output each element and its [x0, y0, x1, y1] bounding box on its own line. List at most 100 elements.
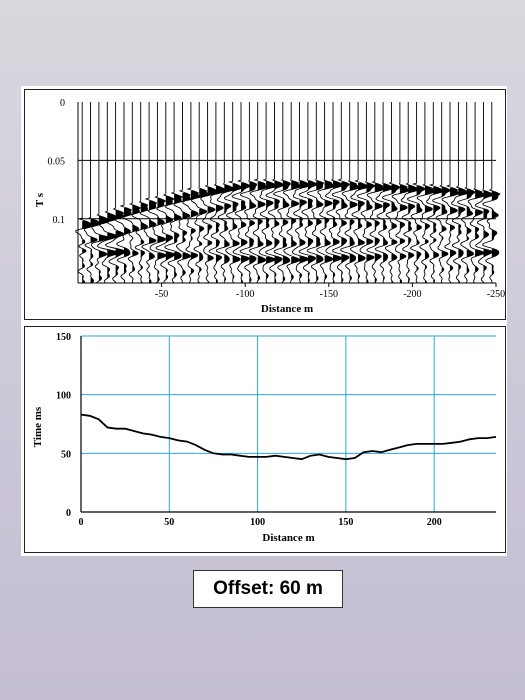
- trace-fill: [215, 186, 227, 283]
- trace-fill: [272, 181, 285, 283]
- x-tick-label: -50: [155, 289, 168, 300]
- trace-line: [283, 102, 301, 284]
- trace-fill: [321, 181, 335, 279]
- trace-line: [391, 102, 410, 284]
- trace-line: [258, 102, 278, 284]
- trace-fill: [306, 181, 319, 283]
- trace-line: [208, 102, 228, 284]
- trace-line: [173, 102, 192, 284]
- trace-line: [324, 102, 345, 284]
- trace-line: [291, 102, 312, 283]
- trace-fill: [391, 184, 400, 283]
- trace-line: [482, 102, 501, 284]
- trace-fill: [397, 185, 409, 283]
- y-tick-label: 0.05: [48, 156, 66, 167]
- traveltime-panel: 0 50 100 150 200 0 50 100 150 Distance m Time ms: [24, 326, 506, 553]
- trace-fill: [315, 181, 324, 281]
- trace-fill: [254, 182, 267, 281]
- y-tick-label: 150: [56, 332, 71, 343]
- trace-line: [406, 102, 427, 284]
- trace-fill: [239, 183, 251, 283]
- trace-line: [272, 102, 292, 284]
- trace-fill: [289, 181, 301, 280]
- trace-fill: [147, 201, 157, 283]
- trace-line: [164, 102, 184, 284]
- trace-line: [457, 102, 476, 284]
- trace-line: [265, 102, 286, 284]
- trace-fill: [356, 183, 370, 283]
- y-tick-label: 0.1: [53, 215, 66, 226]
- trace-fill: [106, 213, 119, 279]
- trace-fill: [206, 187, 218, 283]
- trace-fill: [171, 194, 183, 278]
- trace-line: [83, 102, 102, 284]
- trace-line: [75, 102, 93, 284]
- trace-fill: [423, 186, 434, 283]
- trace-line: [223, 102, 245, 284]
- trace-fill: [280, 181, 291, 282]
- trace-line: [432, 102, 451, 284]
- x-tick-label: 200: [427, 517, 442, 528]
- trace-line: [131, 102, 149, 284]
- trace-line: [316, 102, 336, 284]
- offset-label: Offset: 60 m: [193, 570, 343, 608]
- trace-fill: [447, 188, 459, 283]
- trace-line: [339, 102, 360, 283]
- trace-line: [123, 102, 142, 284]
- trace-fill: [155, 198, 167, 282]
- y-tick-label: 50: [61, 449, 71, 460]
- trace-line: [331, 102, 350, 284]
- y-tick-label: 0: [66, 508, 71, 519]
- x-tick-label: 150: [338, 517, 353, 528]
- trace-fill: [130, 205, 141, 280]
- trace-fill: [180, 193, 191, 276]
- trace-line: [374, 102, 395, 284]
- x-tick-label: -200: [403, 289, 421, 300]
- trace-line: [356, 102, 376, 284]
- seismogram-panel: 0 0.05 0.1 -50 -100 -150 -200 -250 Distance m T s: [24, 89, 506, 320]
- trace-line: [215, 102, 237, 284]
- x-tick-label: -100: [236, 289, 254, 300]
- trace-fill: [188, 191, 200, 274]
- trace-fill: [374, 183, 384, 282]
- trace-fill: [340, 182, 350, 282]
- trace-line: [114, 102, 133, 284]
- trace-line: [139, 102, 158, 284]
- trace-line: [474, 102, 496, 284]
- trace-line: [425, 102, 445, 284]
- x-tick-label: 50: [164, 517, 174, 528]
- trace-fill: [472, 190, 485, 272]
- y-tick-label: 100: [56, 391, 71, 402]
- x-tick-label: -150: [320, 289, 338, 300]
- trace-line: [400, 102, 421, 284]
- trace-line: [298, 102, 320, 284]
- trace-fill: [221, 185, 236, 281]
- trace-fill: [490, 191, 500, 275]
- trace-fill: [465, 189, 476, 273]
- trace-fill: [231, 184, 244, 283]
- x-tick-label: 100: [250, 517, 265, 528]
- trace-fill: [163, 196, 175, 280]
- trace-line: [90, 102, 110, 284]
- trace-line: [147, 102, 167, 284]
- trace-line: [416, 102, 435, 284]
- trace-fill: [382, 184, 395, 280]
- trace-line: [306, 102, 325, 284]
- trace-line: [349, 102, 371, 284]
- trace-line: [381, 102, 401, 284]
- trace-line: [248, 102, 268, 284]
- y-axis-label: Time ms: [32, 406, 44, 447]
- trace-fill: [137, 203, 148, 283]
- trace-fill: [457, 188, 470, 283]
- trace-line: [182, 102, 200, 283]
- trace-fill: [80, 221, 92, 283]
- x-axis-label: Distance m: [262, 532, 314, 544]
- trace-line: [239, 102, 258, 284]
- trace-fill: [440, 187, 450, 272]
- seismogram-chart: 0 0.05 0.1 -50 -100 -150 -200 -250 Distance m T s: [34, 98, 505, 315]
- trace-line: [366, 102, 385, 284]
- trace-fill: [298, 181, 311, 283]
- trace-fill: [414, 186, 426, 283]
- x-tick-label: -250: [487, 289, 505, 300]
- x-tick-label: 0: [79, 517, 84, 528]
